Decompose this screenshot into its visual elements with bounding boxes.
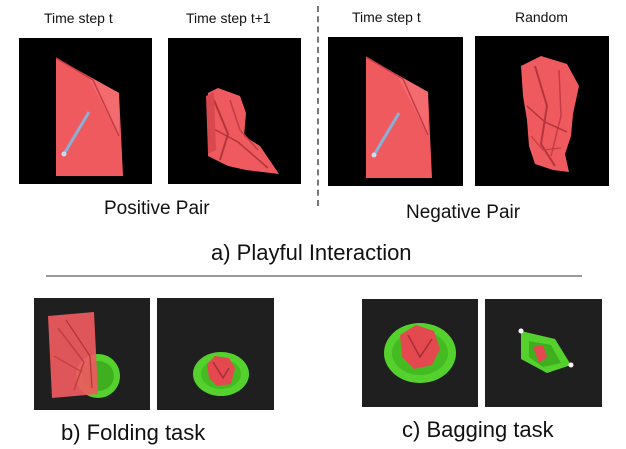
caption-bagging-task: c) Bagging task <box>402 417 554 442</box>
bagging-start-image <box>384 323 456 383</box>
cloth-folded-image <box>365 56 432 178</box>
negative-pair-label: Negative Pair <box>406 202 521 223</box>
section-divider-rule <box>46 275 582 277</box>
caption-playful-interaction: a) Playful Interaction <box>211 240 412 265</box>
cloth-folded-image <box>55 57 123 176</box>
label-time-step-t-plus-1: Time step t+1 <box>186 10 271 26</box>
panel-negative-t <box>328 37 463 186</box>
caption-folding-task: b) Folding task <box>61 420 206 445</box>
folding-end-image <box>193 352 249 396</box>
panel-bagging-end <box>485 299 602 407</box>
label-time-step-t-left: Time step t <box>44 10 113 26</box>
cloth-crumpled-image <box>206 88 279 174</box>
panel-bagging-start <box>362 299 478 407</box>
positive-pair-label: Positive Pair <box>104 198 210 219</box>
panel-positive-t-plus-1 <box>168 38 301 184</box>
cloth-random-image <box>521 56 579 172</box>
label-random: Random <box>515 9 568 25</box>
panel-folding-end <box>157 298 274 410</box>
label-time-step-t-right: Time step t <box>352 9 421 25</box>
section-divider-dashed <box>317 6 319 206</box>
panel-negative-random <box>475 36 609 186</box>
folding-start-image <box>48 312 120 398</box>
bagging-end-image <box>518 328 574 373</box>
panel-positive-t <box>19 38 152 184</box>
panel-folding-start <box>34 298 150 410</box>
